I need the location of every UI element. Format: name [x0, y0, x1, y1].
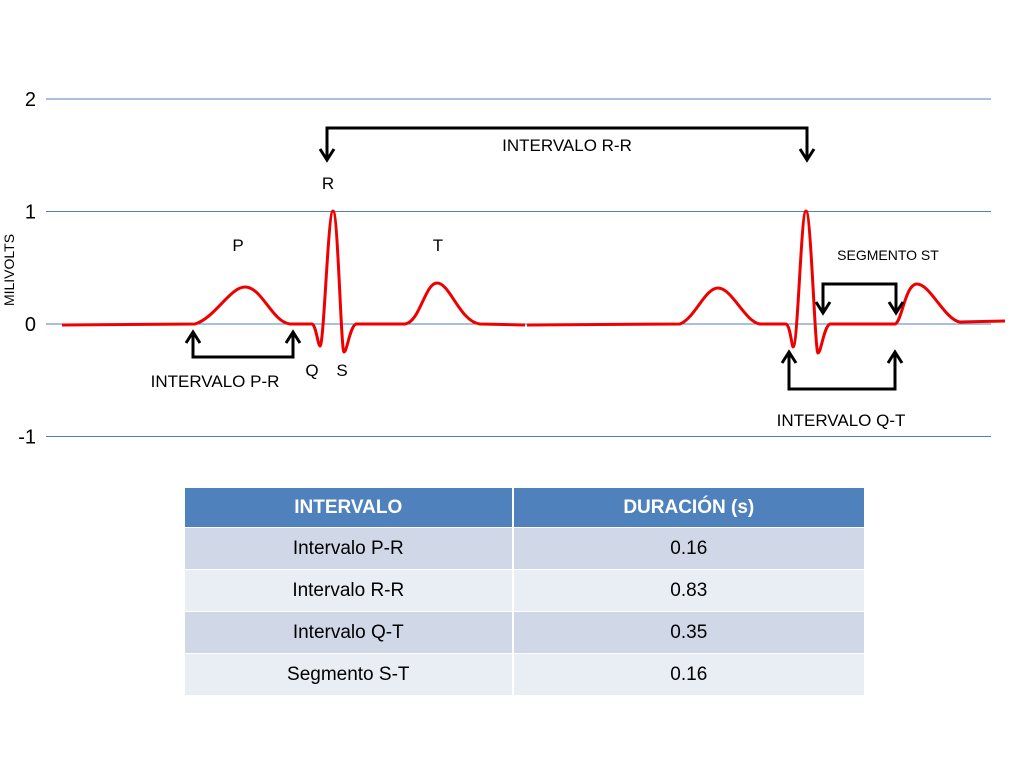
annotation: INTERVALO P-R — [151, 372, 280, 391]
header-cell: DURACIÓN (s) — [512, 488, 867, 528]
wave-label: R — [322, 174, 334, 193]
y-tick-label: 2 — [25, 89, 36, 111]
table-cell: Intervalo P-R — [185, 527, 514, 570]
st-bracket — [814, 282, 905, 316]
wave-label: Q — [305, 361, 318, 380]
pr-bracket — [184, 329, 302, 359]
table-cell: 0.35 — [512, 611, 867, 654]
table-cell: Segmento S-T — [185, 653, 514, 696]
y-tick-label: 0 — [25, 314, 36, 336]
ecg-diagram: 210-1 MILIVOLTS R P T Q S INTERVALO R-R … — [1, 89, 1006, 449]
brackets — [184, 126, 905, 391]
qt-bracket — [780, 349, 904, 391]
header-cell: INTERVALO — [185, 488, 514, 528]
table-header: INTERVALO DURACIÓN (s) — [185, 488, 867, 528]
beat-1 — [61, 209, 526, 354]
table-cell: Intervalo R-R — [185, 569, 514, 612]
annotation: INTERVALO R-R — [502, 136, 632, 155]
table-body: Intervalo P-R 0.16 Intervalo R-R 0.83 Interv… — [185, 527, 867, 696]
y-tick-label: 1 — [25, 202, 36, 224]
table-row: Intervalo Q-T 0.35 — [185, 611, 867, 654]
table-cell: 0.83 — [512, 569, 867, 612]
wave-label: T — [433, 236, 443, 255]
axis-title: MILIVOLTS — [1, 234, 17, 306]
annotation: SEGMENTO ST — [837, 247, 939, 263]
table-cell: Intervalo Q-T — [185, 611, 514, 654]
table-row: Segmento S-T 0.16 — [185, 653, 867, 696]
y-tick-label: -1 — [18, 427, 36, 449]
table-cell: 0.16 — [512, 527, 867, 570]
ecg-trace — [61, 209, 1006, 355]
annotation: INTERVALO Q-T — [777, 411, 906, 430]
rr-bracket — [318, 126, 816, 163]
wave-label: P — [232, 236, 243, 255]
wave-label: S — [336, 361, 347, 380]
table-row: Intervalo P-R 0.16 — [185, 527, 867, 570]
table-row: Intervalo R-R 0.83 — [185, 569, 867, 612]
table-cell: 0.16 — [512, 653, 867, 696]
interval-table: INTERVALO DURACIÓN (s) Intervalo P-R 0.16… — [185, 488, 867, 696]
beat-2 — [526, 209, 1006, 355]
